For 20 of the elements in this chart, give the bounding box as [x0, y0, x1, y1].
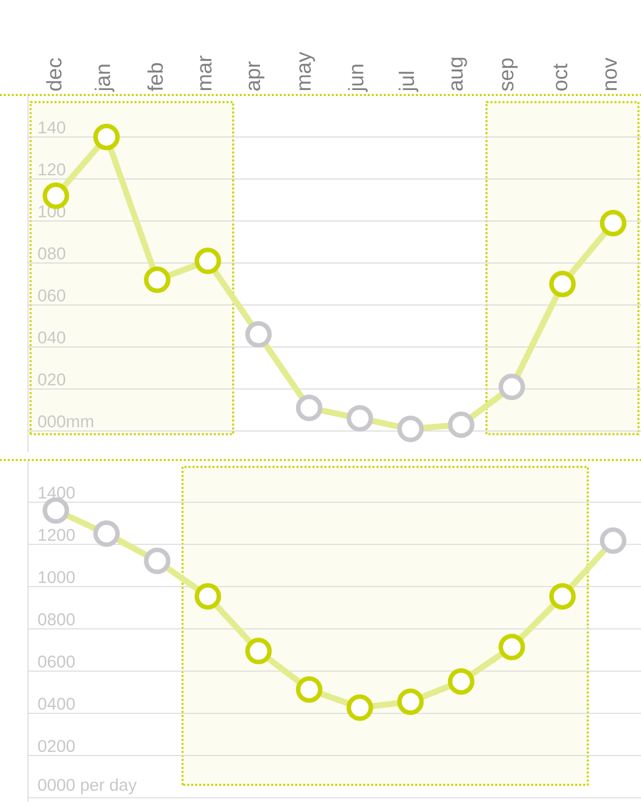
y-tick-label: 1000	[38, 571, 75, 584]
y-tick-label: 0000 per day	[38, 778, 137, 794]
x-tick-label: jun	[348, 64, 368, 92]
x-tick-label: mar	[200, 56, 212, 90]
x-tick-label: jan	[94, 64, 114, 92]
x-tick-label: nov	[605, 58, 617, 90]
x-tick-label: sep	[502, 58, 518, 91]
y-tick-label: 0200	[38, 740, 75, 752]
y-tick-label: 0600	[38, 656, 75, 668]
x-tick-label: aug	[451, 58, 467, 91]
y-tick-label: 0800	[38, 613, 75, 626]
x-tick-label: apr	[248, 61, 264, 91]
y-tick-label: 0400	[38, 698, 75, 710]
x-tick-label: may	[299, 52, 315, 90]
x-tick-label: feb	[147, 63, 163, 92]
x-tick-label: oct	[554, 64, 568, 91]
x-tick-label: jul	[398, 72, 418, 92]
x-tick-label: dec	[46, 58, 62, 91]
y-tick-label: 1200	[38, 528, 75, 541]
y-tick-label: 1400	[38, 486, 75, 499]
